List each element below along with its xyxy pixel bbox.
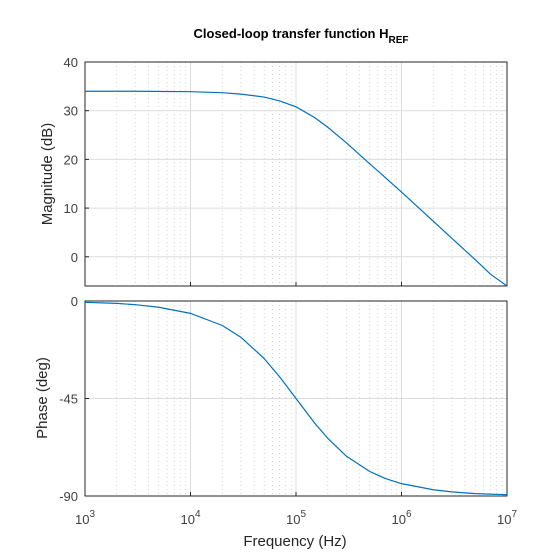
y-tick-label: -45: [59, 392, 78, 407]
x-tick-label: 104: [180, 509, 200, 527]
y-tick-label: -90: [59, 489, 78, 504]
magnitude-ylabel: Magnitude (dB): [39, 123, 56, 226]
phase-axes: -90 -45 0: [59, 294, 508, 504]
x-tick-label: 103: [75, 509, 95, 527]
y-tick-label: 0: [71, 294, 78, 309]
x-tick-label: 106: [391, 509, 411, 527]
x-tick-label: 105: [286, 509, 306, 527]
x-axis-label: Frequency (Hz): [243, 533, 346, 550]
magnitude-series-line: [85, 90, 508, 287]
phase-axes-box: [84, 300, 508, 497]
y-tick-label: 10: [64, 201, 78, 216]
chart-title-subscript: REF: [389, 35, 409, 46]
y-tick-label: 40: [64, 55, 78, 70]
chart-title-main: Closed-loop transfer function H: [194, 26, 389, 41]
magnitude-axes-box: [84, 61, 508, 287]
y-tick-label: 30: [64, 104, 78, 119]
x-tick-labels: 103 104 105 106 107: [75, 509, 517, 527]
phase-ylabel: Phase (deg): [34, 357, 51, 439]
y-tick-label: 20: [64, 152, 78, 167]
chart-title: Closed-loop transfer function HREF: [194, 26, 409, 46]
x-tick-label: 107: [497, 509, 517, 527]
magnitude-axes: 0 10 20 30 40: [64, 55, 508, 287]
y-tick-label: 0: [71, 250, 78, 265]
phase-series-line: [84, 301, 508, 496]
